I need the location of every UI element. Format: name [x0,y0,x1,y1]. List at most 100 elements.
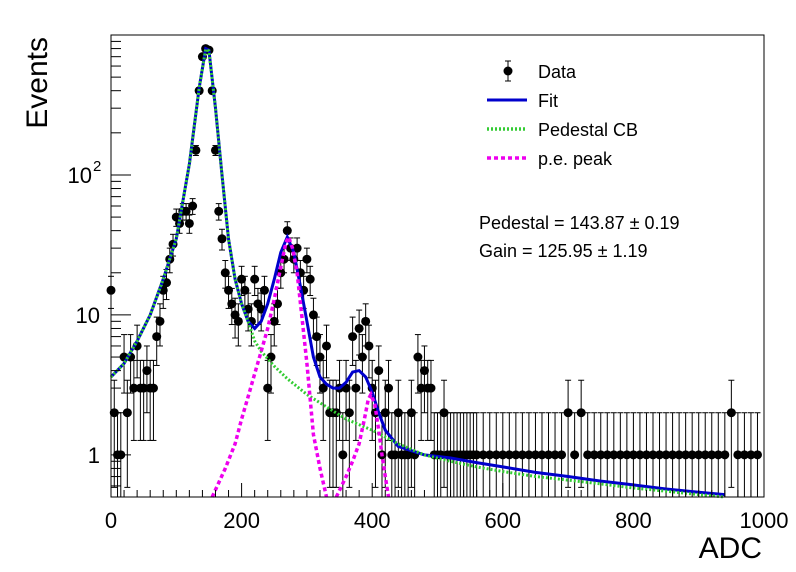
data-marker [726,408,736,418]
data-marker [635,450,645,460]
data-marker [406,408,416,418]
data-marker [142,366,152,376]
data-marker [517,450,527,460]
data-point [537,412,547,497]
data-marker [746,450,756,460]
data-point [472,412,482,497]
data-marker [694,450,704,460]
data-marker [707,450,717,460]
data-marker [752,450,762,460]
data-point [648,412,658,497]
data-point [570,412,580,497]
fit-curve [109,46,725,497]
data-point [351,359,361,441]
legend-entry: p.e. peak [487,149,613,169]
data-point [504,412,514,497]
data-marker [661,450,671,460]
data-marker [344,408,354,418]
data-marker [266,352,276,362]
data-point [142,345,152,414]
x-tick-label: 600 [484,508,521,533]
data-marker [233,316,243,326]
data-marker [364,341,374,351]
data-marker [384,383,394,393]
data-point [162,268,172,301]
data-point [318,359,328,441]
legend-label: p.e. peak [538,149,613,169]
data-marker [155,316,165,326]
x-tick-label: 200 [223,508,260,533]
pedestal-annotation: Pedestal = 143.87 ± 0.19 [479,213,680,233]
y-tick-exponent: 2 [93,158,101,175]
data-point [733,412,743,497]
plot-area [106,44,762,499]
data-marker [217,234,227,244]
data-marker [485,450,495,460]
data-marker [129,383,139,393]
data-marker [602,450,612,460]
data-point [550,412,560,497]
data-marker [472,450,482,460]
data-point [419,345,429,414]
data-marker [576,408,586,418]
data-point [315,334,325,394]
y-tick-label: 1 [88,443,100,468]
data-point [259,275,269,309]
data-point [635,412,645,497]
data-marker [687,450,697,460]
data-marker [152,332,162,342]
data-marker [184,218,194,228]
data-point [188,198,198,215]
data-marker [498,450,508,460]
data-point [544,412,554,497]
data-marker [583,450,593,460]
data-marker [570,450,580,460]
data-point [217,228,227,251]
x-tick-label: 800 [615,508,652,533]
data-point [726,379,736,488]
data-marker [338,450,348,460]
data-marker [237,274,247,284]
data-point [357,334,367,394]
data-marker [148,383,158,393]
data-marker [713,450,723,460]
data-point [557,412,567,497]
data-point [214,203,224,221]
data-marker [263,383,273,393]
data-point [364,324,374,379]
data-marker [557,450,567,460]
data-marker [544,450,554,460]
data-marker [374,366,384,376]
data-marker [188,201,198,211]
data-marker [250,274,260,284]
data-point [240,275,250,309]
data-point [302,247,312,274]
x-tick-label: 400 [354,508,391,533]
x-tick-label: 0 [105,508,117,533]
data-marker [292,243,302,253]
data-marker [609,450,619,460]
data-point [139,359,149,441]
data-marker [537,450,547,460]
data-marker [315,352,325,362]
data-point [478,412,488,497]
data-marker [416,383,426,393]
legend-label: Fit [538,91,558,111]
data-point [563,379,573,488]
data-marker [321,341,331,351]
data-marker [302,254,312,264]
data-point [250,265,260,297]
y-tick-label: 10 [68,163,92,188]
data-point [687,412,697,497]
data-point [720,412,730,497]
data-marker [348,332,358,342]
data-point [681,412,691,497]
x-axis-label: ADC [699,532,762,565]
data-marker [305,274,315,284]
data-point [321,324,331,379]
data-point [227,287,237,326]
data-point [674,412,684,497]
data-marker [530,450,540,460]
data-marker [596,450,606,460]
data-point [305,265,315,297]
